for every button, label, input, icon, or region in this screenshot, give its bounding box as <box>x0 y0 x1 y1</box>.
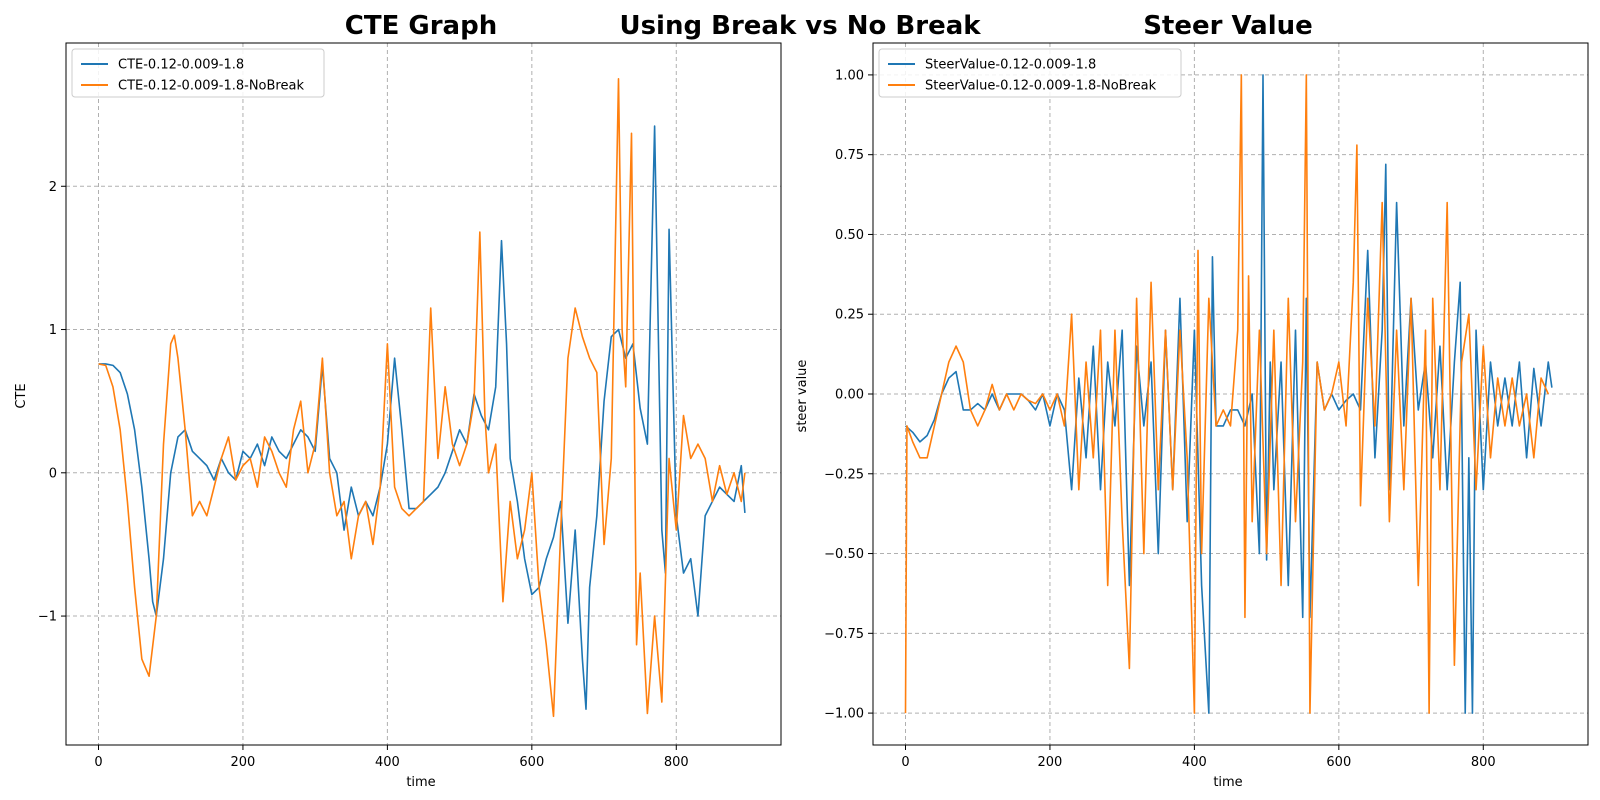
cte-x-tick-label: 600 <box>519 755 544 770</box>
cte-y-tick-label: 2 <box>49 180 57 195</box>
steer-y-tick-label: −0.50 <box>824 547 864 562</box>
steer-legend-label-1: SteerValue-0.12-0.009-1.8 <box>925 58 1096 73</box>
steer-y-axis-label: steer value <box>795 360 810 433</box>
cte-legend-label-2: CTE-0.12-0.009-1.8-NoBreak <box>118 79 304 94</box>
steer-x-tick-label: 0 <box>901 755 909 770</box>
steer-legend-box <box>878 48 1182 98</box>
cte-legend-label-1: CTE-0.12-0.009-1.8 <box>118 58 244 73</box>
steer-y-tick-label: −0.75 <box>824 627 864 642</box>
steer-chart-title: Steer Value <box>1143 11 1313 41</box>
cte-series-line-1 <box>98 125 746 710</box>
cte-series-line-2 <box>98 78 746 718</box>
steer-y-tick-label: 0.00 <box>835 388 864 403</box>
cte-x-axis-label: time <box>406 775 435 790</box>
cte-y-tick-label: 1 <box>49 323 57 338</box>
steer-y-tick-label: 0.75 <box>835 148 864 163</box>
steer-chart-panel: Steer Value time steer value 0 200 400 600 8… <box>795 11 1589 790</box>
steer-y-tick-label: 1.00 <box>835 68 864 83</box>
cte-x-tick-label: 0 <box>94 755 102 770</box>
steer-x-tick-label: 800 <box>1471 755 1496 770</box>
steer-x-tick-label: 600 <box>1326 755 1351 770</box>
steer-x-tick-label: 200 <box>1038 755 1063 770</box>
cte-legend-box <box>71 48 325 98</box>
cte-y-tick-label: −1 <box>38 610 57 625</box>
cte-y-axis-label: CTE <box>14 383 29 408</box>
cte-x-tick-label: 200 <box>231 755 256 770</box>
figure-suptitle: Using Break vs No Break <box>619 11 981 41</box>
cte-y-tick-label: 0 <box>49 466 57 481</box>
steer-series-line-2 <box>904 74 1550 714</box>
steer-y-tick-label: 0.25 <box>835 308 864 323</box>
cte-chart-title: CTE Graph <box>345 11 497 41</box>
steer-x-tick-label: 400 <box>1182 755 1207 770</box>
steer-legend-label-2: SteerValue-0.12-0.009-1.8-NoBreak <box>925 79 1157 94</box>
steer-x-axis-label: time <box>1213 775 1242 790</box>
steer-y-tick-label: −1.00 <box>824 707 864 722</box>
steer-y-tick-label: 0.50 <box>835 228 864 243</box>
cte-chart-panel: CTE Graph time CTE 0 200 400 600 800 −1 0 1 2 CTE… <box>14 11 782 790</box>
cte-axes-frame <box>65 42 782 746</box>
cte-x-tick-label: 800 <box>664 755 689 770</box>
cte-x-tick-label: 400 <box>375 755 400 770</box>
steer-y-tick-label: −0.25 <box>824 467 864 482</box>
